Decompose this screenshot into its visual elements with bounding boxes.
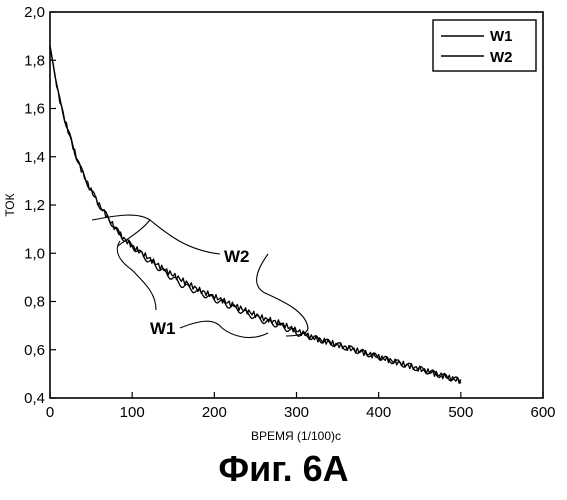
x-tick-label-4: 400 — [366, 404, 391, 421]
x-tick-label-5: 500 — [448, 404, 473, 421]
legend: W1 W2 — [433, 20, 536, 71]
annotations: W2 W1 — [92, 215, 308, 338]
y-tick-label-1: 0,6 — [24, 342, 45, 359]
x-tick-label-6: 600 — [530, 404, 555, 421]
legend-label-w1: W1 — [490, 28, 513, 45]
x-tick-label-0: 0 — [46, 404, 54, 421]
y-tick-label-3: 1,0 — [24, 245, 45, 262]
legend-label-w2: W2 — [490, 49, 513, 66]
y-tick-label-5: 1,4 — [24, 149, 45, 166]
y-tick-label-0: 0,4 — [24, 390, 45, 407]
x-tick-label-1: 100 — [120, 404, 145, 421]
y-tick-label-8: 2,0 — [24, 4, 45, 21]
y-tick-label-7: 1,8 — [24, 52, 45, 69]
x-tick-label-3: 300 — [284, 404, 309, 421]
annotation-w2: W2 — [224, 247, 250, 266]
x-axis-label: ВРЕМЯ (1/100)с — [251, 429, 341, 443]
legend-box — [433, 20, 536, 71]
x-tick-label-2: 200 — [202, 404, 227, 421]
y-tick-label-6: 1,6 — [24, 101, 45, 118]
annotation-w1: W1 — [150, 319, 176, 338]
y-tick-label-4: 1,2 — [24, 197, 45, 214]
y-tick-label-2: 0,8 — [24, 294, 45, 311]
figure-caption: Фиг. 6А — [0, 448, 567, 490]
y-axis-label: ТОК — [3, 193, 17, 216]
series-line-w1 — [50, 46, 461, 384]
w2-callout-bracket — [92, 215, 308, 336]
series-layer — [50, 46, 461, 384]
series-line-w2 — [50, 46, 461, 384]
